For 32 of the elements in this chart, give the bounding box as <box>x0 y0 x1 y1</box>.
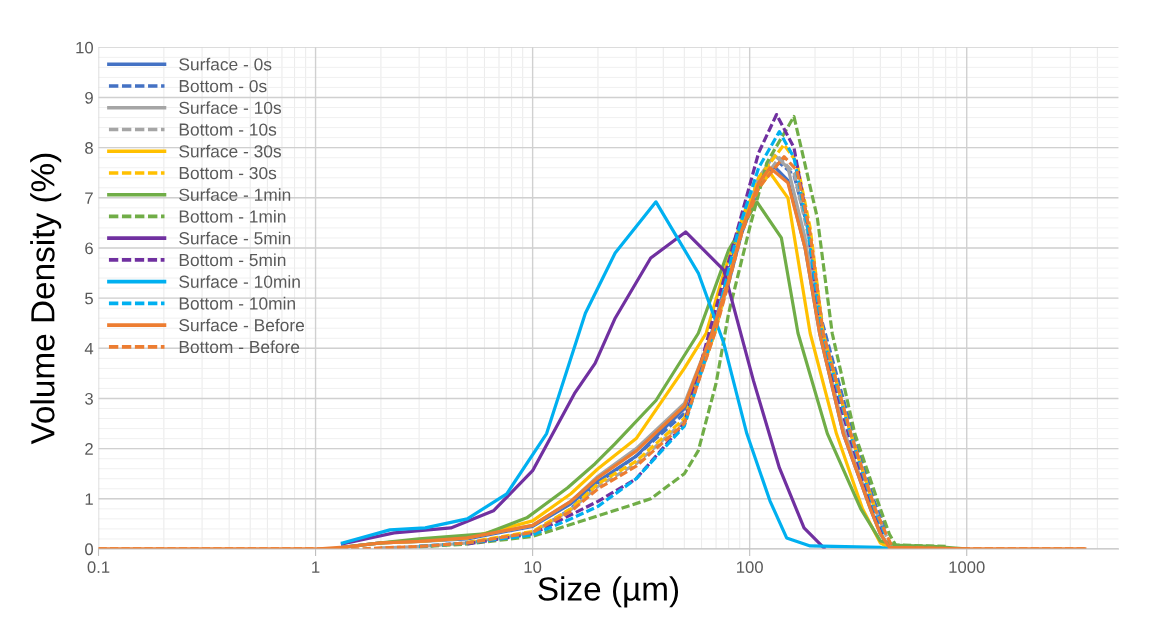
legend-label: Bottom - 30s <box>179 166 277 180</box>
y-tick-label: 3 <box>85 392 93 405</box>
legend-label: Bottom - 10min <box>179 296 295 310</box>
x-tick-label: 10 <box>524 561 542 574</box>
y-tick-label: 9 <box>85 91 93 104</box>
legend-label: Surface - 0s <box>179 57 272 71</box>
x-tick-label: 0.1 <box>87 561 110 574</box>
y-tick-label: 10 <box>76 41 93 54</box>
legend-label: Bottom - 1min <box>179 209 286 223</box>
y-axis-title: Volume Density (%) <box>30 153 62 445</box>
legend-label: Bottom - 10s <box>179 123 277 136</box>
x-axis-title: Size (µm) <box>538 576 679 608</box>
y-tick-label: 2 <box>85 443 93 455</box>
legend-label: Surface - 10s <box>179 101 281 114</box>
legend-label: Bottom - 0s <box>179 79 267 93</box>
x-tick-label: 1 <box>312 561 320 573</box>
y-tick-label: 7 <box>85 192 93 204</box>
y-tick-label: 5 <box>85 292 93 305</box>
y-tick-label: 1 <box>85 493 93 505</box>
x-tick-label: 100 <box>737 561 763 574</box>
legend-label: Surface - 1min <box>179 188 291 201</box>
legend-label: Surface - 10min <box>179 275 300 288</box>
y-tick-label: 6 <box>85 242 93 255</box>
x-tick-label: 1000 <box>949 561 985 574</box>
y-tick-label: 4 <box>84 342 94 355</box>
y-tick-label: 0 <box>85 543 93 556</box>
legend-label: Surface - 5min <box>179 231 291 245</box>
y-tick-label: 8 <box>85 142 93 154</box>
legend-label: Surface - Before <box>179 318 305 332</box>
legend-label: Bottom - Before <box>179 340 300 354</box>
legend-label: Surface - 30s <box>179 144 281 158</box>
legend-label: Bottom - 5min <box>179 253 286 267</box>
